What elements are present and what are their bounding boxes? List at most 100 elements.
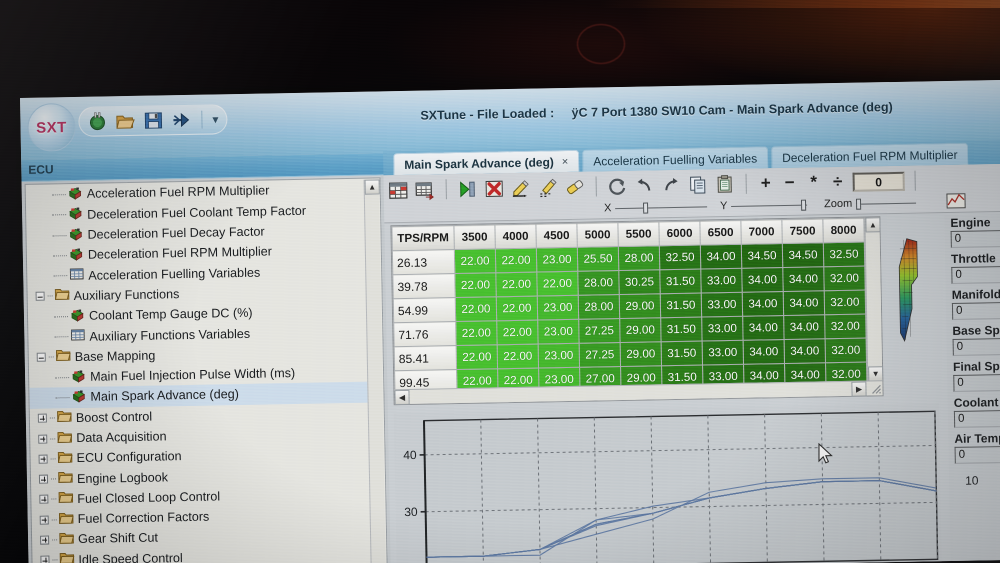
map-table-col-header[interactable]: 5000 (576, 222, 619, 248)
tree-item-auxiliary-functions[interactable]: Auxiliary Functions (27, 280, 367, 307)
tree-expander-plus-icon[interactable] (40, 535, 50, 545)
map-table-cell[interactable]: 34.00 (741, 267, 784, 293)
map-table-row-header[interactable]: 85.41 (394, 345, 457, 371)
map-table-cell[interactable]: 32.00 (823, 266, 866, 291)
tree-item-acceleration-fuel-rpm-multiplier[interactable]: Acceleration Fuel RPM Multiplier (26, 179, 366, 206)
map-table-row-header[interactable]: 71.76 (393, 321, 457, 347)
tree-item-deceleration-fuel-decay-factor[interactable]: Deceleration Fuel Decay Factor (26, 220, 366, 247)
map-table-cell[interactable]: 33.00 (701, 316, 744, 342)
map-table-cell[interactable]: 31.50 (661, 341, 703, 366)
redo-icon[interactable] (661, 174, 682, 195)
map-table-cell[interactable]: 34.50 (741, 243, 783, 269)
stop-icon[interactable] (484, 178, 505, 199)
gauge-value-engine[interactable]: 0 (950, 229, 1000, 248)
tree-item-base-mapping[interactable]: Base Mapping (29, 341, 369, 368)
tree-item-main-fuel-injection-pulse-width-ms[interactable]: Main Fuel Injection Pulse Width (ms) (29, 362, 369, 389)
map-table[interactable]: TPS/RPM 3500 4000 4500 5000 5500 6000 6500 7000… (391, 218, 867, 396)
map-table-cell[interactable]: 32.00 (824, 290, 866, 315)
tree-expander-plus-icon[interactable] (38, 434, 48, 444)
map-table-row-header[interactable]: 54.99 (393, 297, 456, 323)
map-table-row-header[interactable]: 39.78 (392, 273, 456, 299)
map-table-col-header[interactable]: 6000 (658, 221, 701, 246)
app-menu-orb-button[interactable]: SXT (27, 102, 76, 152)
map-table-cell[interactable]: 33.00 (702, 340, 744, 366)
table-vertical-scrollbar[interactable]: ▲ ▼ (864, 217, 884, 382)
table-scroll-right-button[interactable]: ▶ (851, 381, 867, 397)
map-table-cell[interactable]: 23.00 (536, 247, 578, 273)
trace-edit-icon[interactable] (511, 177, 532, 198)
map-3d-preview-icon[interactable] (897, 237, 923, 345)
map-table-cell[interactable]: 34.00 (742, 291, 784, 317)
x-slider-track[interactable] (615, 202, 708, 214)
map-table-cell[interactable]: 32.50 (823, 242, 865, 267)
paste-icon[interactable] (715, 173, 736, 194)
send-to-ecu-icon[interactable] (171, 110, 191, 130)
gauge-value-throttle[interactable]: 0 (951, 265, 1000, 284)
map-table-col-header[interactable]: 4000 (494, 224, 537, 249)
ecu-tree-panel[interactable]: Acceleration Fuel Decay FactorAccelerati… (24, 177, 388, 563)
tree-expander-minus-icon[interactable] (35, 292, 45, 302)
tree-item-gear-shift-cut[interactable]: Gear Shift Cut (32, 524, 372, 551)
y-slider[interactable]: Y (720, 199, 808, 212)
table-scroll-left-button[interactable]: ◀ (394, 389, 410, 406)
map-table-cell[interactable]: 31.50 (659, 269, 702, 294)
map-table-col-header[interactable]: 7000 (740, 219, 783, 245)
tree-item-fuel-correction-factors[interactable]: Fuel Correction Factors (32, 504, 372, 531)
map-table-cell[interactable]: 29.00 (619, 293, 661, 319)
map-table-cell[interactable]: 34.00 (700, 244, 742, 270)
map-table-cell[interactable]: 23.00 (537, 295, 579, 321)
map-table-cell[interactable]: 22.00 (495, 272, 538, 297)
x-slider-thumb[interactable] (643, 202, 649, 214)
x-slider[interactable]: X (604, 200, 708, 214)
tree-item-boost-control[interactable]: Boost Control (30, 402, 370, 429)
zoom-slider-thumb[interactable] (856, 198, 862, 210)
tree-item-deceleration-fuel-rpm-multiplier[interactable]: Deceleration Fuel RPM Multiplier (27, 240, 367, 267)
y-slider-thumb[interactable] (801, 199, 807, 211)
map-table-cell[interactable]: 34.00 (783, 290, 825, 316)
map-table-col-header[interactable]: 3500 (453, 224, 496, 250)
map-table-col-header[interactable]: 6500 (699, 220, 742, 246)
map-table-cell[interactable]: 29.00 (619, 317, 662, 343)
map-table-cell[interactable]: 22.00 (454, 272, 497, 298)
customize-quick-access-icon[interactable]: ▾ (212, 112, 219, 127)
map-table-col-header[interactable]: 8000 (822, 218, 865, 243)
tree-expander-minus-icon[interactable] (36, 352, 46, 363)
interpolate-icon[interactable] (538, 177, 559, 198)
tree-scroll-up-button[interactable]: ▲ (364, 179, 380, 195)
table-scroll-down-button[interactable]: ▼ (868, 366, 884, 382)
map-table-cell[interactable]: 28.00 (618, 245, 660, 271)
map-table-row-header[interactable]: 26.13 (392, 249, 455, 275)
map-table-cell[interactable]: 23.00 (537, 319, 580, 345)
map-table-cell[interactable]: 22.00 (455, 296, 497, 322)
tree-item-main-spark-advance-deg[interactable]: Main Spark Advance (deg) (29, 381, 370, 409)
map-table-cell[interactable]: 32.00 (824, 314, 867, 339)
zoom-slider[interactable]: Zoom (824, 197, 917, 210)
gauge-value-coolant[interactable]: 0 (953, 409, 1000, 428)
multiply-operator-button[interactable]: * (810, 172, 818, 192)
eraser-icon[interactable] (565, 176, 586, 197)
map-table-cell[interactable]: 22.00 (455, 320, 498, 346)
tree-expander-plus-icon[interactable] (38, 474, 49, 484)
tree-expander-plus-icon[interactable] (40, 555, 50, 563)
add-operator-button[interactable]: + (760, 173, 771, 193)
map-table-cell[interactable]: 28.00 (577, 270, 620, 296)
save-file-icon[interactable] (143, 110, 163, 130)
export-table-icon[interactable] (415, 179, 436, 200)
map-table-cell[interactable]: 22.00 (495, 248, 537, 273)
map-table-cell[interactable]: 25.50 (577, 246, 619, 272)
map-table-col-header[interactable]: 5500 (617, 221, 660, 247)
tree-item-ecu-configuration[interactable]: ECU Configuration (30, 443, 370, 470)
map-table-cell[interactable]: 27.25 (578, 318, 621, 344)
table-scroll-up-button[interactable]: ▲ (865, 217, 881, 233)
map-table-cell[interactable]: 22.00 (497, 344, 539, 369)
map-table-col-header[interactable]: 7500 (781, 218, 824, 244)
map-table-cell[interactable]: 34.00 (742, 315, 785, 341)
map-table-cell[interactable]: 34.00 (784, 338, 826, 364)
operator-value-input[interactable]: 0 (852, 171, 905, 192)
undo-icon[interactable] (634, 175, 655, 196)
divide-operator-button[interactable]: ÷ (832, 171, 843, 192)
map-table-cell[interactable]: 31.50 (660, 317, 703, 342)
map-table-cell[interactable]: 22.00 (456, 344, 498, 370)
map-table-cell[interactable]: 34.00 (743, 339, 785, 365)
map-table-cell[interactable]: 23.00 (538, 343, 580, 369)
